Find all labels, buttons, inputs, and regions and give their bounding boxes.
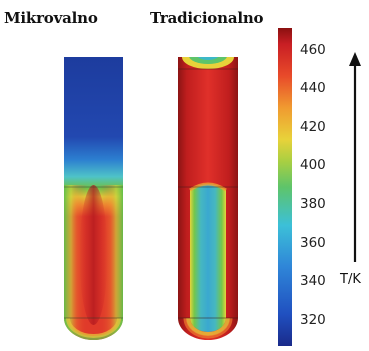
- traditional-label: Tradicionalno: [150, 9, 264, 27]
- colorbar-tick-460: 460: [300, 42, 326, 58]
- unit-label: T/K: [340, 272, 361, 287]
- colorbar-tick-380: 380: [300, 196, 326, 212]
- temperature-arrow: [349, 52, 361, 262]
- colorbar-tick-360: 360: [300, 235, 326, 251]
- colorbar-tick-440: 440: [300, 80, 326, 96]
- colorbar-tick-320: 320: [300, 312, 326, 328]
- microwave-label: Mikrovalno: [4, 9, 98, 27]
- colorbar-tick-400: 400: [300, 157, 326, 173]
- traditional-tube: [178, 57, 238, 340]
- colorbar-tick-420: 420: [300, 119, 326, 135]
- colorbar: [278, 28, 292, 346]
- microwave-tube: [64, 57, 123, 340]
- colorbar-tick-340: 340: [300, 273, 326, 289]
